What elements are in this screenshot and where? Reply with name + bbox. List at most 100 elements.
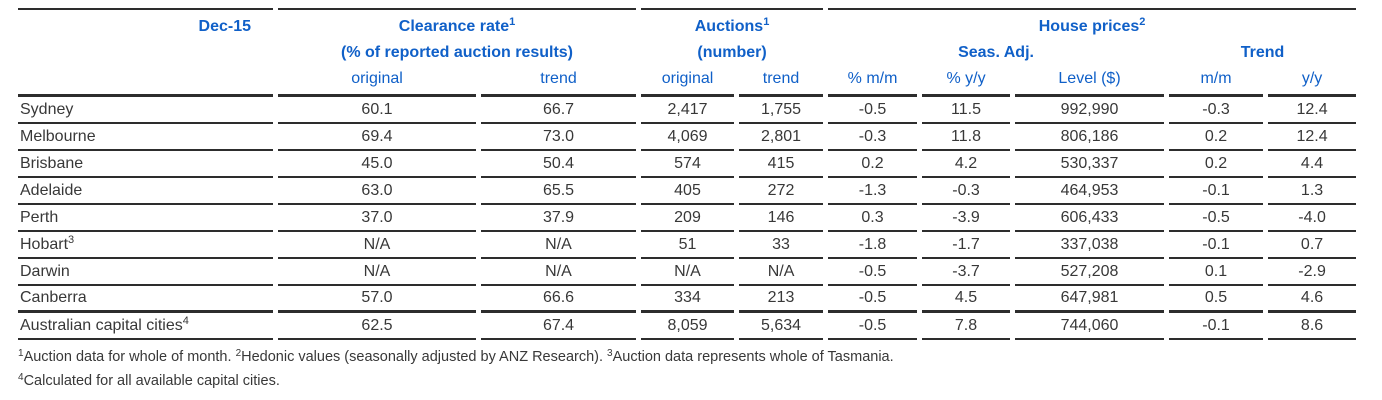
footnote-text: Hedonic values (seasonally adjusted by A… [241, 349, 608, 365]
footnote-ref: 3 [607, 348, 613, 359]
header-group-row: Dec-15 Clearance rate1 Auctions1 House p… [18, 8, 1357, 38]
clearance-rate-group-header: Clearance rate1 [278, 8, 637, 38]
data-cell: 334 [641, 286, 735, 313]
house-prices-title: House prices [1038, 17, 1140, 35]
clearance-rate-title: Clearance rate [398, 17, 510, 35]
data-cell: 4.4 [1268, 151, 1357, 178]
data-cell: 405 [641, 178, 735, 205]
data-cell: -3.7 [922, 259, 1011, 286]
row-label: Adelaide [18, 178, 273, 205]
data-cell: 337,038 [1015, 232, 1165, 259]
table-row: Sydney 60.1 66.7 2,417 1,755 -0.5 11.5 992,990-… [18, 97, 1357, 124]
footnote-1: 1Auction data for whole of month. 2Hedon… [18, 345, 1382, 369]
col-header-clearance-trend: trend [481, 64, 637, 97]
table-row: Melbourne 69.4 73.0 4,069 2,801 -0.3 11.8 806,1… [18, 124, 1357, 151]
auctions-footnote-ref: 1 [763, 15, 770, 28]
data-cell: N/A [641, 259, 735, 286]
data-cell: 2,801 [739, 124, 824, 151]
data-cell: 69.4 [278, 124, 476, 151]
data-cell: 992,990 [1015, 97, 1165, 124]
data-cell: 8,059 [641, 313, 735, 340]
row-footnote-ref: 3 [68, 233, 75, 246]
data-cell: 45.0 [278, 151, 476, 178]
data-cell: 0.3 [828, 205, 918, 232]
data-cell: 12.4 [1268, 97, 1357, 124]
data-cell: 50.4 [481, 151, 637, 178]
data-cell: 0.5 [1169, 286, 1264, 313]
header-subtitle-row: (% of reported auction results) (number)… [18, 38, 1356, 64]
col-header-auctions-original: original [641, 64, 735, 97]
data-cell: -0.3 [1169, 97, 1264, 124]
table-row: Perth 37.0 37.9 209 146 0.3 -3.9 606,433 -0.5 -4.… [18, 205, 1357, 232]
data-cell: 4.2 [922, 151, 1011, 178]
col-header-trend-mm: m/m [1169, 64, 1264, 97]
data-cell: 146 [739, 205, 824, 232]
trend-subgroup-header: Trend [1240, 43, 1285, 61]
data-cell: N/A [481, 259, 637, 286]
col-header-clearance-original: original [278, 64, 476, 97]
data-cell: -0.1 [1169, 232, 1264, 259]
clearance-rate-subtitle: (% of reported auction results) [340, 43, 574, 61]
data-cell: 2,417 [641, 97, 735, 124]
data-cell: 66.7 [481, 97, 637, 124]
col-header-level: Level ($) [1015, 64, 1165, 97]
row-label: Australian capital cities4 [18, 313, 273, 340]
house-prices-group-header: House prices2 [828, 8, 1357, 38]
data-cell: 8.6 [1268, 313, 1357, 340]
footnote-ref: 2 [235, 348, 242, 359]
data-cell: 0.2 [1169, 151, 1264, 178]
footnotes: 1Auction data for whole of month. 2Hedon… [13, 345, 1382, 394]
data-cell: -0.5 [828, 259, 918, 286]
data-cell: 530,337 [1015, 151, 1165, 178]
data-cell: 57.0 [278, 286, 476, 313]
row-label: Brisbane [18, 151, 273, 178]
data-cell: N/A [278, 259, 476, 286]
col-header-auctions-trend: trend [739, 64, 824, 97]
table-row: Adelaide 63.0 65.5 405 272 -1.3 -0.3 464,953 -0.… [18, 178, 1357, 205]
data-cell: 272 [739, 178, 824, 205]
data-cell: 67.4 [481, 313, 637, 340]
col-header-pct-mm: % m/m [828, 64, 918, 97]
data-cell: 37.9 [481, 205, 637, 232]
row-label: Canberra [18, 286, 273, 313]
data-cell: 606,433 [1015, 205, 1165, 232]
data-cell: 0.1 [1169, 259, 1264, 286]
data-cell: 744,060 [1015, 313, 1165, 340]
data-cell: 62.5 [278, 313, 476, 340]
footnote-text: Calculated for all available capital cit… [23, 373, 280, 390]
table-row: Brisbane 45.0 50.4 574 415 0.2 4.2 530,337 0.2 4.… [18, 151, 1357, 178]
data-cell: 464,953 [1015, 178, 1165, 205]
data-cell: N/A [481, 232, 637, 259]
data-cell: 63.0 [278, 178, 476, 205]
header-spacer-cell [18, 38, 273, 64]
data-cell: -3.9 [922, 205, 1011, 232]
data-cell: -1.3 [828, 178, 918, 205]
data-cell: -0.5 [828, 97, 918, 124]
row-label: Sydney [18, 97, 273, 124]
data-cell: 5,634 [739, 313, 824, 340]
data-cell: 1,755 [739, 97, 824, 124]
seas-adj-subgroup-header: Seas. Adj. [958, 43, 1034, 61]
data-cell: -4.0 [1268, 205, 1357, 232]
data-cell: -0.5 [1169, 205, 1264, 232]
footnote-ref: 4 [18, 372, 24, 384]
col-header-pct-yy: % y/y [922, 64, 1011, 97]
data-cell: 527,208 [1015, 259, 1165, 286]
table-body: Sydney 60.1 66.7 2,417 1,755 -0.5 11.5 992,990-… [18, 97, 1357, 340]
footnote-ref: 1 [18, 348, 24, 359]
data-cell: N/A [739, 259, 824, 286]
data-cell: -0.3 [828, 124, 918, 151]
col-header-trend-yy: y/y [1268, 64, 1357, 97]
period-label: Dec-15 [198, 17, 251, 35]
data-cell: -0.5 [828, 286, 918, 313]
data-cell: 37.0 [278, 205, 476, 232]
data-cell: 51 [641, 232, 735, 259]
footnote-text: Auction data for whole of month. [23, 349, 236, 365]
data-cell: 4,069 [641, 124, 735, 151]
data-cell: 4.6 [1268, 286, 1357, 313]
clearance-rate-footnote-ref: 1 [509, 15, 516, 28]
housing-data-table: Dec-15 Clearance rate1 Auctions1 House p… [13, 8, 1361, 340]
data-cell: 415 [739, 151, 824, 178]
column-header-row: original trend original trend % m/m % y/… [18, 64, 1357, 97]
period-cell: Dec-15 [18, 8, 273, 38]
